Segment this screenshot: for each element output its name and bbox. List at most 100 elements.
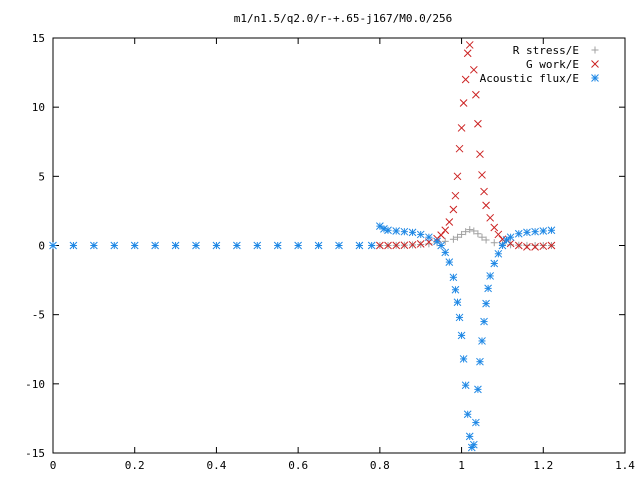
data-point (507, 241, 515, 249)
data-point (461, 381, 470, 390)
data-point (547, 226, 556, 235)
x-tick-label: 0 (50, 459, 57, 472)
data-point (453, 233, 461, 241)
data-point (490, 223, 499, 232)
axis-ticks: 0 0.2 0.4 0.6 0.8 1 1.2 1.4 15 10 5 0 -5 -10 -15 (25, 32, 635, 472)
y-tick-label: 15 (32, 32, 45, 45)
data-point (273, 241, 282, 250)
legend-marker (591, 46, 599, 54)
data-point (449, 235, 457, 243)
data-point (478, 337, 486, 345)
legend-label: R stress/E (513, 44, 579, 57)
data-point (451, 191, 460, 200)
data-point (547, 241, 556, 250)
data-point (458, 230, 466, 238)
legend-marker (591, 60, 599, 68)
data-point (478, 233, 486, 241)
data-marks (49, 41, 556, 452)
data-point (416, 239, 425, 248)
data-point (453, 298, 462, 307)
data-point (523, 228, 531, 237)
data-point (441, 226, 450, 235)
data-point (482, 201, 490, 210)
data-point (69, 241, 78, 250)
data-point (459, 355, 468, 363)
data-point (376, 241, 384, 250)
data-point (494, 249, 503, 258)
data-point (486, 213, 495, 222)
data-point (457, 331, 466, 340)
data-point (506, 233, 515, 242)
data-point (539, 227, 548, 235)
data-point (400, 227, 409, 236)
data-point (453, 172, 462, 181)
data-point (416, 230, 425, 239)
chart-title: m1/n1.5/q2.0/r-+.65-j167/M0.0/256 (234, 12, 453, 25)
data-point (531, 243, 539, 251)
data-point (531, 242, 539, 249)
data-point (466, 226, 474, 234)
data-point (392, 241, 401, 250)
x-tick-label: 1.4 (615, 459, 635, 472)
data-point (367, 241, 376, 250)
data-point (494, 230, 503, 239)
data-point (465, 432, 474, 441)
data-point (384, 241, 392, 250)
legend-label: Acoustic flux/E (480, 72, 579, 85)
x-tick-label: 0.8 (370, 459, 390, 472)
data-point (469, 65, 478, 74)
data-point (523, 241, 531, 249)
y-tick-label: -5 (32, 309, 45, 322)
data-point (463, 410, 472, 419)
y-tick-label: -10 (25, 378, 45, 391)
data-point (49, 241, 57, 250)
data-point (171, 241, 180, 250)
data-point (449, 205, 458, 214)
x-tick-label: 1 (458, 459, 465, 472)
data-point (463, 49, 472, 58)
data-point (212, 241, 221, 250)
data-point (514, 241, 523, 250)
data-point (425, 233, 433, 242)
data-point (514, 229, 523, 238)
y-tick-label: -15 (25, 447, 45, 460)
y-tick-label: 0 (38, 240, 45, 253)
data-point (441, 248, 450, 257)
data-point (459, 99, 468, 107)
data-point (335, 241, 343, 250)
data-point (465, 41, 474, 49)
data-point (476, 150, 484, 159)
data-point (474, 119, 482, 128)
data-point (294, 241, 302, 250)
data-point (449, 273, 458, 282)
data-point (474, 385, 482, 394)
series-1 (376, 41, 556, 251)
data-point (490, 239, 498, 247)
legend-marker (591, 74, 599, 82)
data-point (437, 241, 445, 250)
y-tick-label: 10 (32, 101, 45, 114)
data-point (480, 187, 488, 196)
data-point (445, 258, 454, 266)
data-point (472, 418, 480, 427)
data-point (314, 241, 323, 250)
data-point (400, 241, 409, 250)
data-point (478, 171, 486, 179)
data-point (437, 231, 445, 239)
x-tick-label: 0.2 (125, 459, 145, 472)
data-point (451, 285, 460, 294)
data-point (384, 226, 392, 235)
data-point (482, 236, 490, 244)
data-point (455, 313, 464, 322)
data-point (474, 230, 482, 238)
data-point (490, 259, 499, 268)
data-point (355, 241, 364, 250)
data-point (233, 241, 241, 250)
data-point (472, 90, 480, 99)
series-2 (49, 222, 556, 452)
data-point (531, 227, 539, 236)
x-tick-label: 0.6 (288, 459, 308, 472)
data-point (470, 227, 478, 235)
data-point (498, 241, 507, 250)
